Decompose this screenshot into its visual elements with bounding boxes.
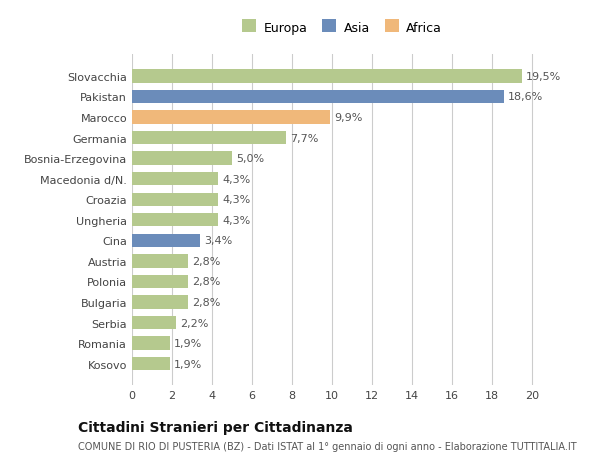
- Text: 9,9%: 9,9%: [334, 113, 362, 123]
- Bar: [132, 90, 504, 104]
- Bar: [132, 234, 200, 247]
- Bar: [132, 296, 188, 309]
- Bar: [132, 173, 218, 186]
- Text: 19,5%: 19,5%: [526, 72, 561, 82]
- Text: 1,9%: 1,9%: [174, 338, 202, 348]
- Bar: [132, 132, 286, 145]
- Bar: [132, 316, 176, 330]
- Text: 2,8%: 2,8%: [192, 277, 220, 287]
- Text: 2,8%: 2,8%: [192, 256, 220, 266]
- Bar: [132, 152, 232, 165]
- Text: 4,3%: 4,3%: [222, 195, 250, 205]
- Bar: [132, 193, 218, 207]
- Legend: Europa, Asia, Africa: Europa, Asia, Africa: [238, 18, 446, 39]
- Text: 1,9%: 1,9%: [174, 359, 202, 369]
- Bar: [132, 337, 170, 350]
- Bar: [132, 255, 188, 268]
- Text: 4,3%: 4,3%: [222, 215, 250, 225]
- Bar: [132, 357, 170, 370]
- Bar: [132, 70, 522, 84]
- Text: Cittadini Stranieri per Cittadinanza: Cittadini Stranieri per Cittadinanza: [78, 420, 353, 434]
- Text: COMUNE DI RIO DI PUSTERIA (BZ) - Dati ISTAT al 1° gennaio di ogni anno - Elabora: COMUNE DI RIO DI PUSTERIA (BZ) - Dati IS…: [78, 441, 577, 451]
- Text: 2,8%: 2,8%: [192, 297, 220, 308]
- Text: 7,7%: 7,7%: [290, 133, 319, 143]
- Text: 18,6%: 18,6%: [508, 92, 543, 102]
- Bar: [132, 213, 218, 227]
- Text: 3,4%: 3,4%: [204, 236, 232, 246]
- Text: 2,2%: 2,2%: [180, 318, 208, 328]
- Bar: [132, 275, 188, 289]
- Text: 4,3%: 4,3%: [222, 174, 250, 185]
- Text: 5,0%: 5,0%: [236, 154, 264, 164]
- Bar: [132, 111, 330, 124]
